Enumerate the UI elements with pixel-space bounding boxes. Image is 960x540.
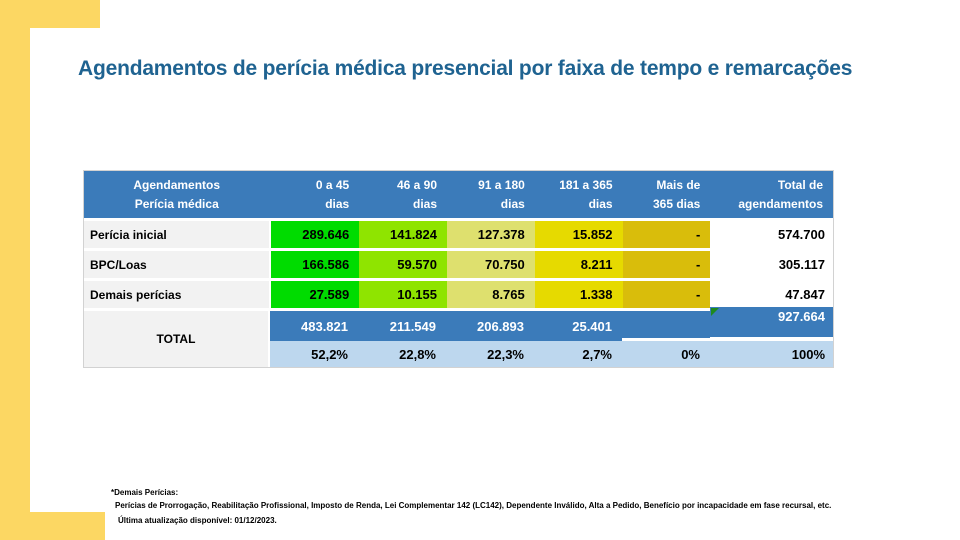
total-row: TOTAL 483.821 211.549 206.893 25.401 927… <box>84 307 833 367</box>
row-total-cell: 47.847 <box>710 281 833 308</box>
total-label-cell: TOTAL <box>84 311 268 367</box>
header-col-0-45: 0 a 45 dias <box>271 171 360 218</box>
value-cell: 27.589 <box>271 281 360 308</box>
value-cell: - <box>622 251 711 278</box>
value-cell: 8.765 <box>447 281 535 308</box>
appointments-table: Agendamentos Perícia médica 0 a 45 dias … <box>83 170 834 368</box>
total-counts-row: 483.821 211.549 206.893 25.401 927.664 <box>270 307 833 341</box>
total-bands: 483.821 211.549 206.893 25.401 927.664 5… <box>270 307 833 367</box>
row-label-cell: BPC/Loas <box>84 251 270 278</box>
header-line: dias <box>413 196 438 211</box>
value-cell: 127.378 <box>447 221 535 248</box>
value-cell: 141.824 <box>359 221 447 248</box>
header-line: dias <box>325 196 350 211</box>
total-count-cell: 483.821 <box>270 311 358 341</box>
header-line: agendamentos <box>738 196 824 211</box>
footnote-title: *Demais Perícias: <box>111 488 179 497</box>
header-label-line1: Agendamentos <box>133 177 221 192</box>
row-total-cell: 305.117 <box>710 251 833 278</box>
value-cell: 70.750 <box>447 251 535 278</box>
total-percent-cell: 52,2% <box>270 341 358 367</box>
table-header-row: Agendamentos Perícia médica 0 a 45 dias … <box>84 171 834 218</box>
header-line: 181 a 365 <box>559 177 613 192</box>
total-percents-row: 52,2% 22,8% 22,3% 2,7% 0% 100% <box>270 341 833 367</box>
header-col-91-180: 91 a 180 dias <box>447 171 535 218</box>
value-cell: - <box>622 281 711 308</box>
header-col-mais-365: Mais de 365 dias <box>622 171 711 218</box>
header-label-line2: Perícia médica <box>134 196 219 211</box>
value-cell: 289.646 <box>271 221 360 248</box>
table-row-pericia-inicial: Perícia inicial 289.646 141.824 127.378 … <box>84 221 833 248</box>
footnote-text: Perícias de Prorrogação, Reabilitação Pr… <box>115 501 832 510</box>
header-line: dias <box>588 196 613 211</box>
header-line: 91 a 180 <box>478 177 525 192</box>
row-label-cell: Demais perícias <box>84 281 270 308</box>
header-col-total: Total de agendamentos <box>710 171 834 218</box>
accent-bar-top <box>0 0 100 28</box>
value-cell: 15.852 <box>534 221 623 248</box>
total-percent-cell: 0% <box>622 341 710 367</box>
header-line: 46 a 90 <box>396 177 438 192</box>
header-label-cell: Agendamentos Perícia médica <box>84 171 270 218</box>
header-line: dias <box>500 196 525 211</box>
total-count-cell: 206.893 <box>446 311 534 341</box>
total-count-cell: 211.549 <box>358 311 446 341</box>
table-row-bpc-loas: BPC/Loas 166.586 59.570 70.750 8.211 - 3… <box>84 251 833 278</box>
total-percent-cell: 22,8% <box>358 341 446 367</box>
row-total-cell: 574.700 <box>710 221 833 248</box>
header-line: 365 dias <box>652 196 701 211</box>
value-cell: 1.338 <box>534 281 623 308</box>
last-update-note: Última atualização disponível: 01/12/202… <box>118 516 277 525</box>
total-count-cell: 25.401 <box>534 311 622 341</box>
header-col-181-365: 181 a 365 dias <box>534 171 623 218</box>
value-cell: 10.155 <box>359 281 447 308</box>
total-count-cell-empty <box>622 311 710 341</box>
page-title: Agendamentos de perícia médica presencia… <box>78 57 853 80</box>
row-label-cell: Perícia inicial <box>84 221 270 248</box>
total-percent-cell: 22,3% <box>446 341 534 367</box>
header-line: Mais de <box>656 177 701 192</box>
total-percent-cell: 2,7% <box>534 341 622 367</box>
accent-bar-left <box>0 0 30 540</box>
header-line: Total de <box>777 177 824 192</box>
header-col-46-90: 46 a 90 dias <box>359 171 448 218</box>
table-row-demais-pericias: Demais perícias 27.589 10.155 8.765 1.33… <box>84 281 833 308</box>
value-cell: 166.586 <box>271 251 360 278</box>
header-line: 0 a 45 <box>315 177 350 192</box>
accent-bar-bottom <box>0 512 105 540</box>
grand-total-value: 927.664 <box>778 309 825 324</box>
total-percent-cell: 100% <box>710 341 833 367</box>
comment-triangle-icon <box>711 308 719 316</box>
value-cell: 8.211 <box>534 251 623 278</box>
value-cell: 59.570 <box>359 251 447 278</box>
value-cell: - <box>622 221 711 248</box>
grand-total-cell: 927.664 <box>710 307 833 337</box>
